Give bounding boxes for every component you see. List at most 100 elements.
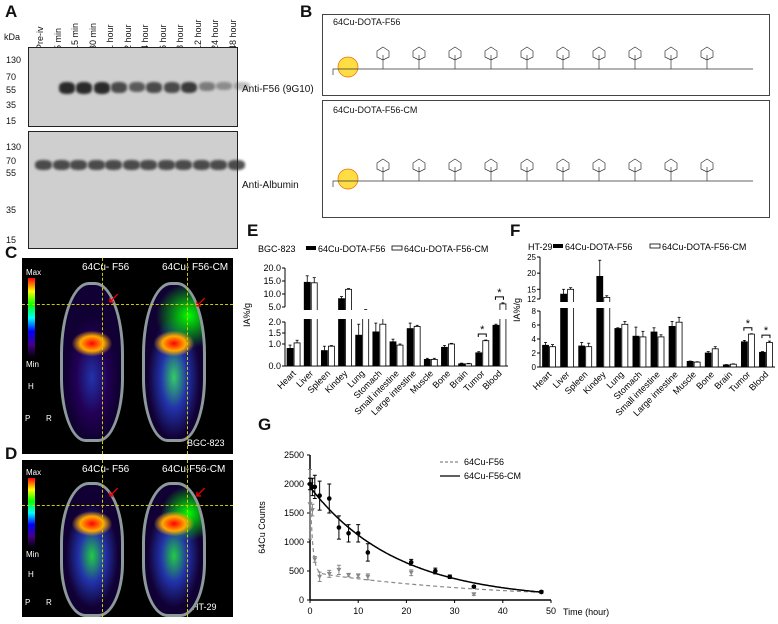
bar-f56 (423, 359, 431, 367)
panel-label-d: D (5, 444, 18, 463)
data-point-f56 (365, 574, 371, 580)
y-axis-label: IA%/g (242, 303, 252, 327)
y-axis-label: 64Cu Counts (257, 501, 267, 554)
legend-swatch-cm (391, 245, 403, 251)
data-point-cm (408, 560, 414, 565)
x-tick-label: 10 (353, 606, 363, 616)
crosshair-line (22, 304, 233, 305)
peptide-skeleton (332, 158, 753, 190)
scale-min-label: Min (26, 550, 39, 559)
data-point-cm (539, 589, 544, 595)
bar-f56 (578, 345, 586, 368)
significance-marker: * (746, 318, 751, 330)
y-tick-label: 5.0 (268, 302, 281, 312)
bar-f56 (286, 348, 294, 367)
data-point-f56 (309, 508, 315, 513)
aromatic-ring (484, 158, 498, 173)
orientation-r-label: R (46, 414, 52, 423)
significance-bracket (743, 327, 753, 331)
data-point-f56 (336, 567, 342, 573)
cell-line-label: BGC-823 (187, 438, 225, 448)
bar-f56 (372, 331, 380, 367)
aromatic-ring (520, 158, 534, 173)
y-tick-label: 12 (527, 295, 536, 304)
pet-image-bgc823: Max Min H P R 64Cu- F56 64Cu- F56-CM BGC… (22, 258, 233, 454)
chart-title: BGC-823 (258, 244, 296, 254)
category-label: Blood (747, 369, 770, 392)
crosshair-line (22, 505, 233, 506)
bar-f56 (458, 363, 466, 367)
peptide-skeleton (332, 46, 753, 78)
structure2-title: 64Cu-DOTA-F56-CM (333, 105, 418, 115)
bar-f56 (406, 328, 414, 367)
albumin-band (52, 160, 70, 170)
kda-marker: 55 (6, 168, 17, 178)
chart-e-biodistribution-bgc823: BGC-823 64Cu-DOTA-F56 64Cu-DOTA-F56-CM 0.0 1… (242, 244, 510, 417)
mouse-f56-cm (142, 282, 206, 442)
panel-label-e: E (247, 221, 259, 240)
copper-chelate-icon (337, 168, 359, 190)
data-point-cm (355, 531, 361, 536)
bar-f56 (686, 361, 694, 368)
orientation-p-label: P (25, 598, 31, 607)
bar-cm (310, 282, 318, 367)
protein-band (181, 82, 197, 94)
bar-f56 (632, 335, 640, 368)
aromatic-ring (376, 46, 390, 61)
kda-marker: 70 (6, 72, 17, 82)
aromatic-ring (484, 46, 498, 61)
aromatic-ring (592, 158, 606, 173)
aromatic-ring (376, 158, 390, 173)
color-scale-bar (28, 478, 35, 548)
bar-f56 (355, 334, 363, 367)
scale-max-label: Max (26, 468, 42, 477)
bar-f56 (542, 344, 549, 368)
data-point-cm (346, 531, 351, 536)
kda-marker: 55 (6, 85, 17, 95)
category-label: Bone (694, 369, 716, 391)
y-tick-label: 1.0 (268, 339, 281, 349)
albumin-band (210, 160, 227, 170)
bar-f56 (492, 324, 500, 367)
legend-label-f56: 64Cu-DOTA-F56 (318, 244, 385, 254)
y-tick-label: 20.0 (263, 263, 281, 273)
y-tick-label: 0 (299, 595, 304, 605)
bar-f56 (303, 281, 311, 367)
chemical-structure-f56 (332, 46, 753, 78)
data-point-f56 (326, 571, 332, 577)
blot2-label: Anti-Albumin (242, 180, 299, 191)
protein-band (233, 82, 250, 90)
albumin-band (122, 160, 140, 170)
significance-marker: * (764, 325, 769, 337)
significance-bracket (494, 296, 504, 300)
data-point-f56 (307, 502, 313, 507)
bar-cm (430, 359, 438, 367)
lane-label: 30 min (87, 22, 98, 50)
bar-cm (693, 361, 701, 368)
mouse-right-label: 64Cu-F56-CM (162, 464, 226, 475)
data-point-cm (312, 484, 318, 490)
bar-cm (362, 310, 370, 367)
color-scale-bar (28, 278, 35, 358)
structure1-title: 64Cu-DOTA-F56 (333, 17, 401, 27)
y-tick-label: 1500 (284, 508, 304, 518)
y-tick-label: 2 (532, 349, 537, 358)
peptide-backbone (332, 180, 753, 187)
bar-f56 (614, 328, 622, 368)
fit-curve-f56 (309, 485, 542, 593)
panel-label-b: B (300, 2, 313, 21)
chart-title: HT-29 (528, 242, 553, 252)
tumor-arrow-icon: ↙ (194, 484, 208, 501)
copper-chelate-icon (337, 56, 359, 78)
aromatic-ring (664, 158, 678, 173)
bar-cm (345, 288, 352, 367)
data-point-f56 (471, 592, 477, 597)
y-tick-label: 0 (532, 363, 537, 372)
aromatic-ring (592, 46, 606, 61)
significance-bracket (477, 333, 487, 338)
bar-f56 (759, 351, 766, 368)
albumin-band (70, 160, 87, 170)
data-point-cm (471, 584, 477, 589)
fit-curve-cm (309, 486, 542, 593)
bar-cm (585, 346, 593, 368)
